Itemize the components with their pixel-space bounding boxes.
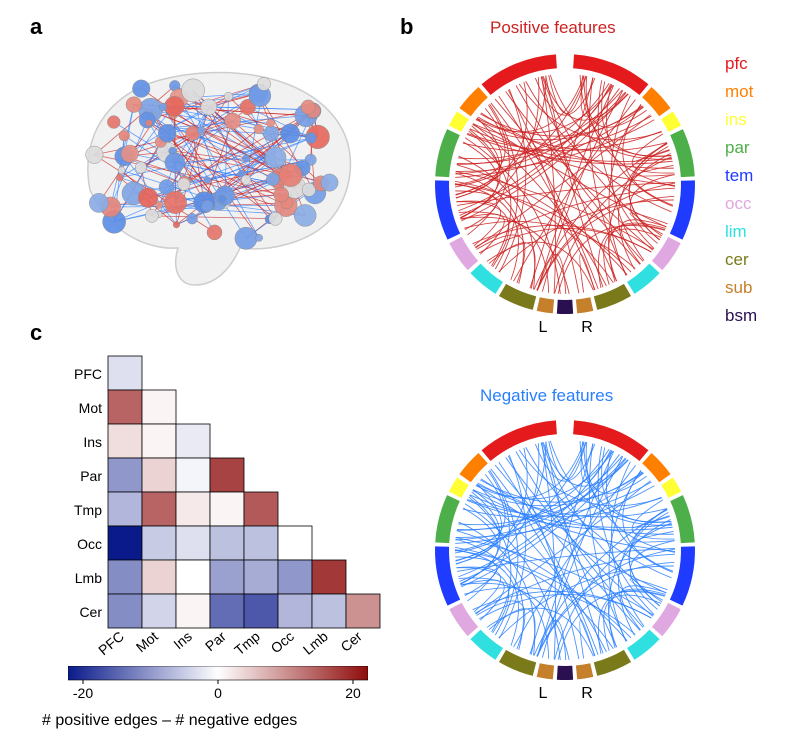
legend-item-occ: occ — [725, 190, 757, 218]
colorbar-svg: -20 0 20 — [68, 666, 368, 704]
legend-item-ins: ins — [725, 106, 757, 134]
panel-label-a: a — [30, 14, 42, 40]
legend-item-cer: cer — [725, 246, 757, 274]
panel-label-b: b — [400, 14, 413, 40]
circos-positive: LR — [415, 34, 715, 334]
colorbar-label: # positive edges – # negative edges — [42, 712, 297, 730]
brain-svg — [50, 40, 370, 290]
legend-item-tem: tem — [725, 162, 757, 190]
legend-item-lim: lim — [725, 218, 757, 246]
circos-neg-svg: LR — [415, 400, 715, 700]
figure-root: a b c Positive features LR Negative feat… — [0, 0, 800, 742]
svg-text:Lmb: Lmb — [300, 628, 331, 658]
legend-item-par: par — [725, 134, 757, 162]
legend-item-pfc: pfc — [725, 50, 757, 78]
svg-text:0: 0 — [214, 685, 222, 701]
svg-text:Lmb: Lmb — [75, 570, 102, 586]
circos-pos-svg: LR — [415, 34, 715, 334]
svg-text:Mot: Mot — [133, 628, 161, 655]
region-legend: pfcmotinspartemocclimcersubbsm — [725, 50, 757, 330]
legend-item-bsm: bsm — [725, 302, 757, 330]
svg-text:20: 20 — [345, 685, 361, 701]
svg-text:Tmp: Tmp — [231, 628, 263, 658]
svg-text:Ins: Ins — [170, 628, 195, 652]
legend-item-sub: sub — [725, 274, 757, 302]
heatmap-svg: PFCMotInsParTmpOccLmbCerPFCMotInsParTmpO… — [62, 352, 386, 688]
svg-text:Mot: Mot — [79, 400, 102, 416]
svg-text:PFC: PFC — [74, 366, 102, 382]
svg-text:Cer: Cer — [79, 604, 102, 620]
svg-text:Occ: Occ — [77, 536, 102, 552]
svg-text:Ins: Ins — [83, 434, 102, 450]
svg-text:Occ: Occ — [268, 628, 297, 656]
svg-text:Par: Par — [80, 468, 102, 484]
svg-text:Par: Par — [202, 628, 229, 654]
heatmap: PFCMotInsParTmpOccLmbCerPFCMotInsParTmpO… — [62, 352, 386, 688]
colorbar: -20 0 20 — [68, 666, 368, 709]
svg-text:PFC: PFC — [95, 628, 127, 658]
svg-text:L: L — [539, 319, 548, 334]
svg-text:R: R — [581, 319, 593, 334]
svg-text:R: R — [581, 685, 593, 700]
brain-connectome — [50, 40, 370, 290]
panel-label-c: c — [30, 320, 42, 346]
svg-text:Cer: Cer — [337, 628, 365, 655]
svg-text:-20: -20 — [73, 685, 93, 701]
circos-negative: LR — [415, 400, 715, 700]
legend-item-mot: mot — [725, 78, 757, 106]
svg-text:Tmp: Tmp — [74, 502, 102, 518]
svg-text:L: L — [539, 685, 548, 700]
